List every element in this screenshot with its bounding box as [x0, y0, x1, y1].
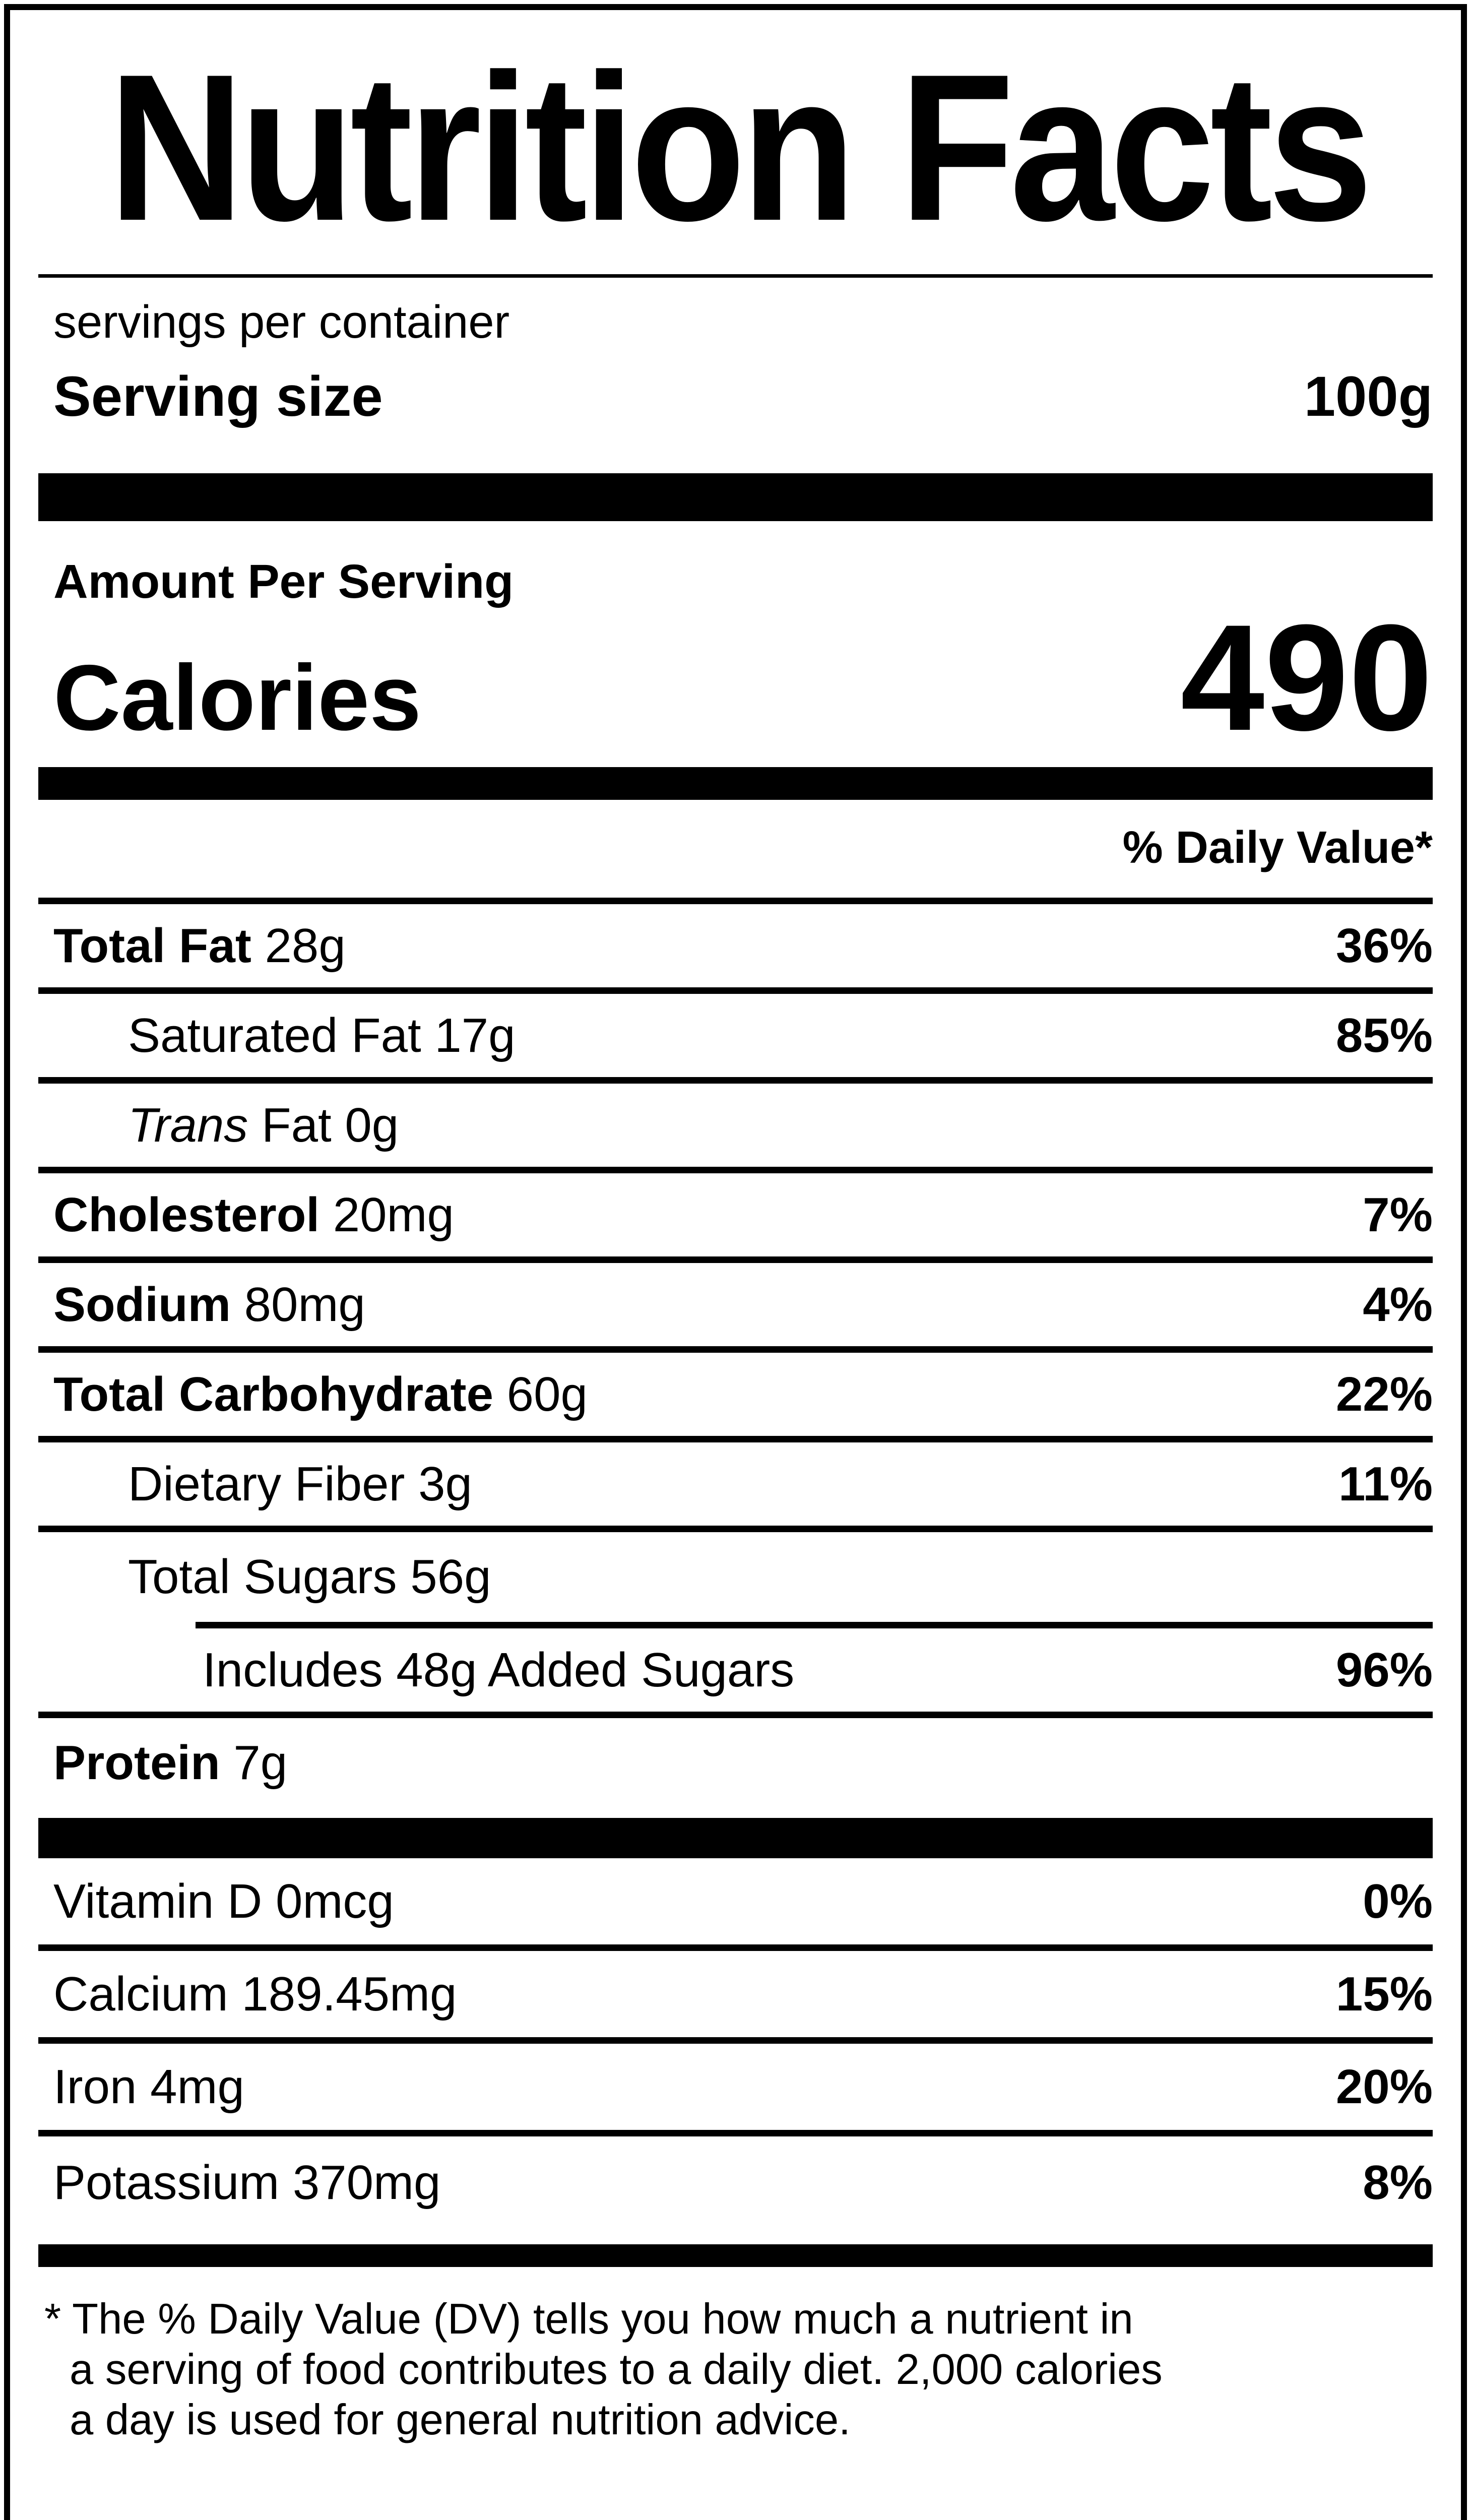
vitamin-amount: 4mg	[150, 2059, 244, 2114]
nutrient-name: Dietary Fiber	[128, 1457, 405, 1511]
nutrient-name: Saturated Fat	[128, 1008, 421, 1062]
nutrient-row-total-fat: Total Fat 28g 36%	[38, 904, 1433, 994]
nutrient-amount: 0g	[345, 1098, 399, 1152]
thick-divider-footnote	[38, 2244, 1433, 2267]
vitamin-name: Vitamin D	[53, 1874, 263, 1928]
nutrient-name: Sodium	[53, 1277, 231, 1332]
nutrient-row-total-carbohydrate: Total Carbohydrate 60g 22%	[38, 1353, 1433, 1442]
daily-value-header: % Daily Value*	[38, 820, 1433, 904]
calories-row: Calories 490	[38, 593, 1433, 762]
nutrient-name-italic: Trans	[128, 1098, 248, 1152]
nutrient-row-total-sugars: Total Sugars 56g	[38, 1532, 1433, 1622]
nutrient-name: Includes 48g Added Sugars	[203, 1643, 795, 1697]
nutrient-row-dietary-fiber: Dietary Fiber 3g 11%	[38, 1442, 1433, 1532]
nutrient-amount: 3g	[418, 1457, 472, 1511]
footnote-line: * The % Daily Value (DV) tells you how m…	[44, 2295, 1133, 2343]
vitamin-row-vitamin-d: Vitamin D 0mcg 0%	[38, 1858, 1433, 1951]
footnote-line: a day is used for general nutrition advi…	[70, 2396, 851, 2444]
nutrient-name: Total Carbohydrate	[53, 1367, 493, 1421]
serving-size-label: Serving size	[53, 365, 383, 428]
serving-size-value: 100g	[1304, 365, 1433, 428]
vitamin-row-calcium: Calcium 189.45mg 15%	[38, 1951, 1433, 2044]
nutrient-amount: 28g	[265, 918, 346, 973]
nutrient-dv: 11%	[1338, 1457, 1433, 1511]
nutrient-amount: 56g	[410, 1550, 491, 1604]
vitamin-amount: 370mg	[292, 2156, 441, 2210]
nutrient-name: Protein	[53, 1736, 220, 1790]
thick-divider-calories	[38, 767, 1433, 800]
nutrient-amount: 17g	[434, 1008, 516, 1062]
thick-divider-protein	[38, 1818, 1433, 1858]
nutrient-row-saturated-fat: Saturated Fat 17g 85%	[38, 994, 1433, 1084]
footnote: * The % Daily Value (DV) tells you how m…	[38, 2294, 1433, 2445]
vitamin-amount: 0mcg	[276, 1874, 394, 1928]
nutrient-name: Total Sugars	[128, 1550, 397, 1604]
nutrient-dv: 7%	[1363, 1187, 1433, 1242]
calories-value: 490	[1180, 593, 1433, 762]
nutrient-dv: 85%	[1335, 1008, 1433, 1062]
nutrient-name: Fat	[261, 1098, 332, 1152]
nutrient-amount: 60g	[506, 1367, 588, 1421]
indented-divider-added-sugars	[196, 1622, 1433, 1628]
footnote-line: a serving of food contributes to a daily…	[70, 2346, 1163, 2393]
nutrient-dv: 36%	[1335, 918, 1433, 973]
nutrient-name: Total Fat	[53, 918, 251, 973]
nutrient-row-sodium: Sodium 80mg 4%	[38, 1263, 1433, 1353]
vitamin-dv: 8%	[1363, 2156, 1433, 2210]
vitamin-name: Potassium	[53, 2156, 280, 2210]
nutrient-row-cholesterol: Cholesterol 20mg 7%	[38, 1173, 1433, 1263]
nutrient-name: Cholesterol	[53, 1187, 320, 1242]
label-header: Nutrition Facts	[38, 10, 1433, 278]
nutrient-row-added-sugars: Includes 48g Added Sugars 96%	[38, 1628, 1433, 1718]
nutrient-dv: 4%	[1363, 1277, 1433, 1332]
nutrient-amount: 7g	[233, 1736, 288, 1790]
amount-per-serving-label: Amount Per Serving	[53, 555, 514, 608]
vitamin-name: Calcium	[53, 1967, 228, 2021]
nutrition-label: Nutrition Facts servings per container S…	[4, 4, 1467, 2520]
calories-label: Calories	[53, 646, 422, 750]
nutrient-row-protein: Protein 7g	[38, 1718, 1433, 1808]
nutrient-dv: 96%	[1335, 1643, 1433, 1697]
nutrient-amount: 20mg	[333, 1187, 454, 1242]
nutrient-amount: 80mg	[244, 1277, 365, 1332]
vitamin-name: Iron	[53, 2059, 137, 2114]
thick-divider-top	[38, 473, 1433, 521]
vitamin-dv: 0%	[1363, 1874, 1433, 1928]
nutrient-dv: 22%	[1335, 1367, 1433, 1421]
servings-per-container-text: servings per container	[53, 296, 510, 348]
vitamin-dv: 20%	[1335, 2059, 1433, 2114]
label-title: Nutrition Facts	[108, 30, 1373, 264]
vitamin-row-potassium: Potassium 370mg 8%	[38, 2136, 1433, 2229]
vitamin-dv: 15%	[1335, 1967, 1433, 2021]
vitamin-row-iron: Iron 4mg 20%	[38, 2044, 1433, 2136]
vitamin-amount: 189.45mg	[241, 1967, 457, 2021]
nutrient-row-trans-fat: Trans Fat 0g	[38, 1084, 1433, 1173]
serving-size-row: Serving size 100g	[38, 362, 1433, 431]
